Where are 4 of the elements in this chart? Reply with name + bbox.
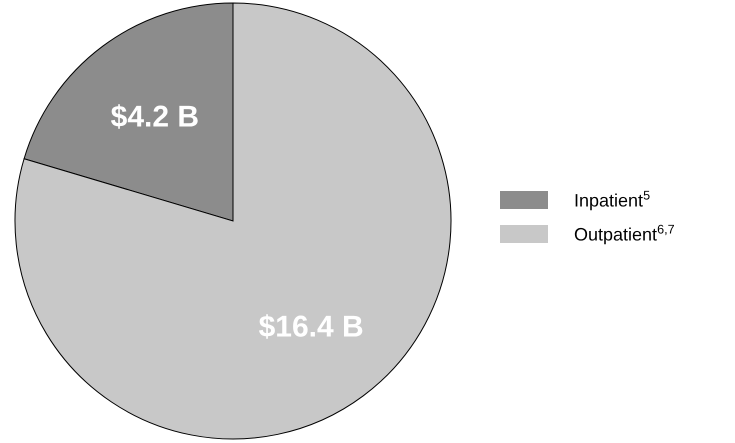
data-label: $4.2 B bbox=[110, 100, 200, 134]
legend-label: Outpatient$^{6,7}$ bbox=[574, 222, 675, 244]
pie-slice bbox=[14, 2, 452, 440]
legend-label: Inpatient$^{5}$ bbox=[574, 188, 650, 210]
